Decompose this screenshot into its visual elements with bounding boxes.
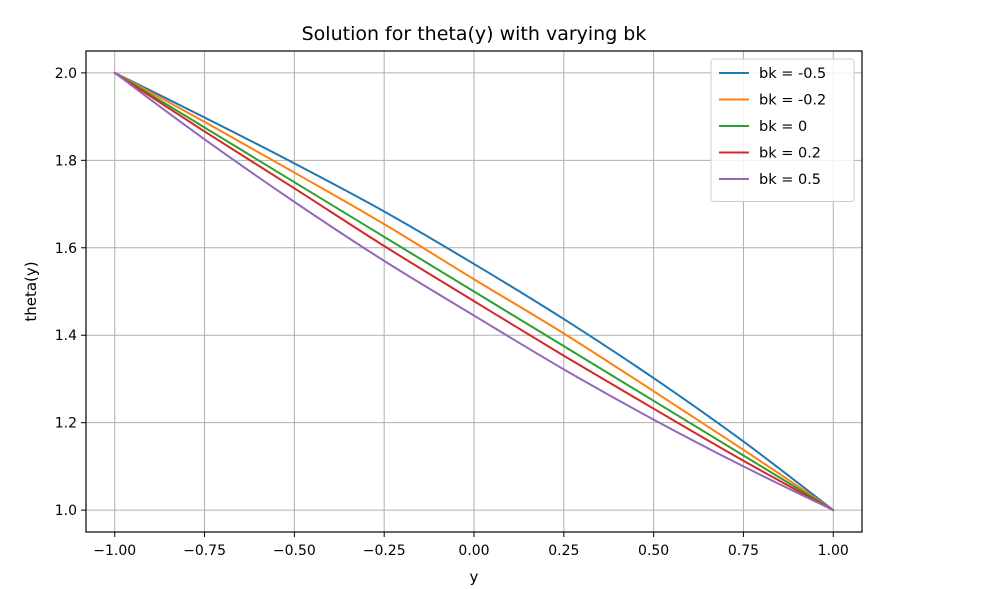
y-tick-label: 2.0	[55, 66, 77, 82]
x-tick-label: 0.00	[458, 543, 489, 559]
series-line-3	[113, 71, 835, 512]
legend: bk = -0.5 bk = -0.2 bk = 0 bk = 0.2 bk = 0.5	[710, 58, 855, 202]
x-tick-label: −0.25	[363, 543, 406, 559]
legend-label: bk = 0.2	[759, 146, 821, 162]
x-tick-label: −0.75	[183, 543, 226, 559]
legend-label: bk = -0.2	[759, 93, 826, 109]
x-tick-label: 0.50	[638, 543, 669, 559]
x-tick-label: 0.75	[728, 543, 759, 559]
x-axis-label: y	[470, 568, 479, 586]
legend-box	[710, 58, 855, 202]
x-tick-label: 0.25	[548, 543, 579, 559]
legend-label: bk = 0	[759, 119, 807, 135]
legend-label: bk = 0.5	[759, 172, 821, 188]
y-tick-label: 1.4	[55, 328, 77, 344]
series-line-1	[113, 71, 835, 512]
y-tick-label: 1.2	[55, 416, 77, 432]
series-line-4	[113, 71, 835, 512]
y-tick-label: 1.0	[55, 503, 77, 519]
x-tick-label: 1.00	[818, 543, 849, 559]
y-tick-label: 1.6	[55, 241, 77, 257]
y-tick-label: 1.8	[55, 153, 77, 169]
series-layer	[113, 71, 835, 512]
chart-title: Solution for theta(y) with varying bk	[302, 23, 647, 45]
legend-label: bk = -0.5	[759, 66, 826, 82]
x-tick-label: −0.50	[273, 543, 316, 559]
x-tick-label: −1.00	[93, 543, 136, 559]
y-axis-label: theta(y)	[22, 261, 40, 321]
axis-ticks: −1.00 −0.75 −0.50 −0.25 0.00 0.25 0.50 0.75 1.00…	[55, 66, 849, 559]
series-line-0	[113, 71, 835, 512]
series-line-2	[113, 71, 835, 512]
